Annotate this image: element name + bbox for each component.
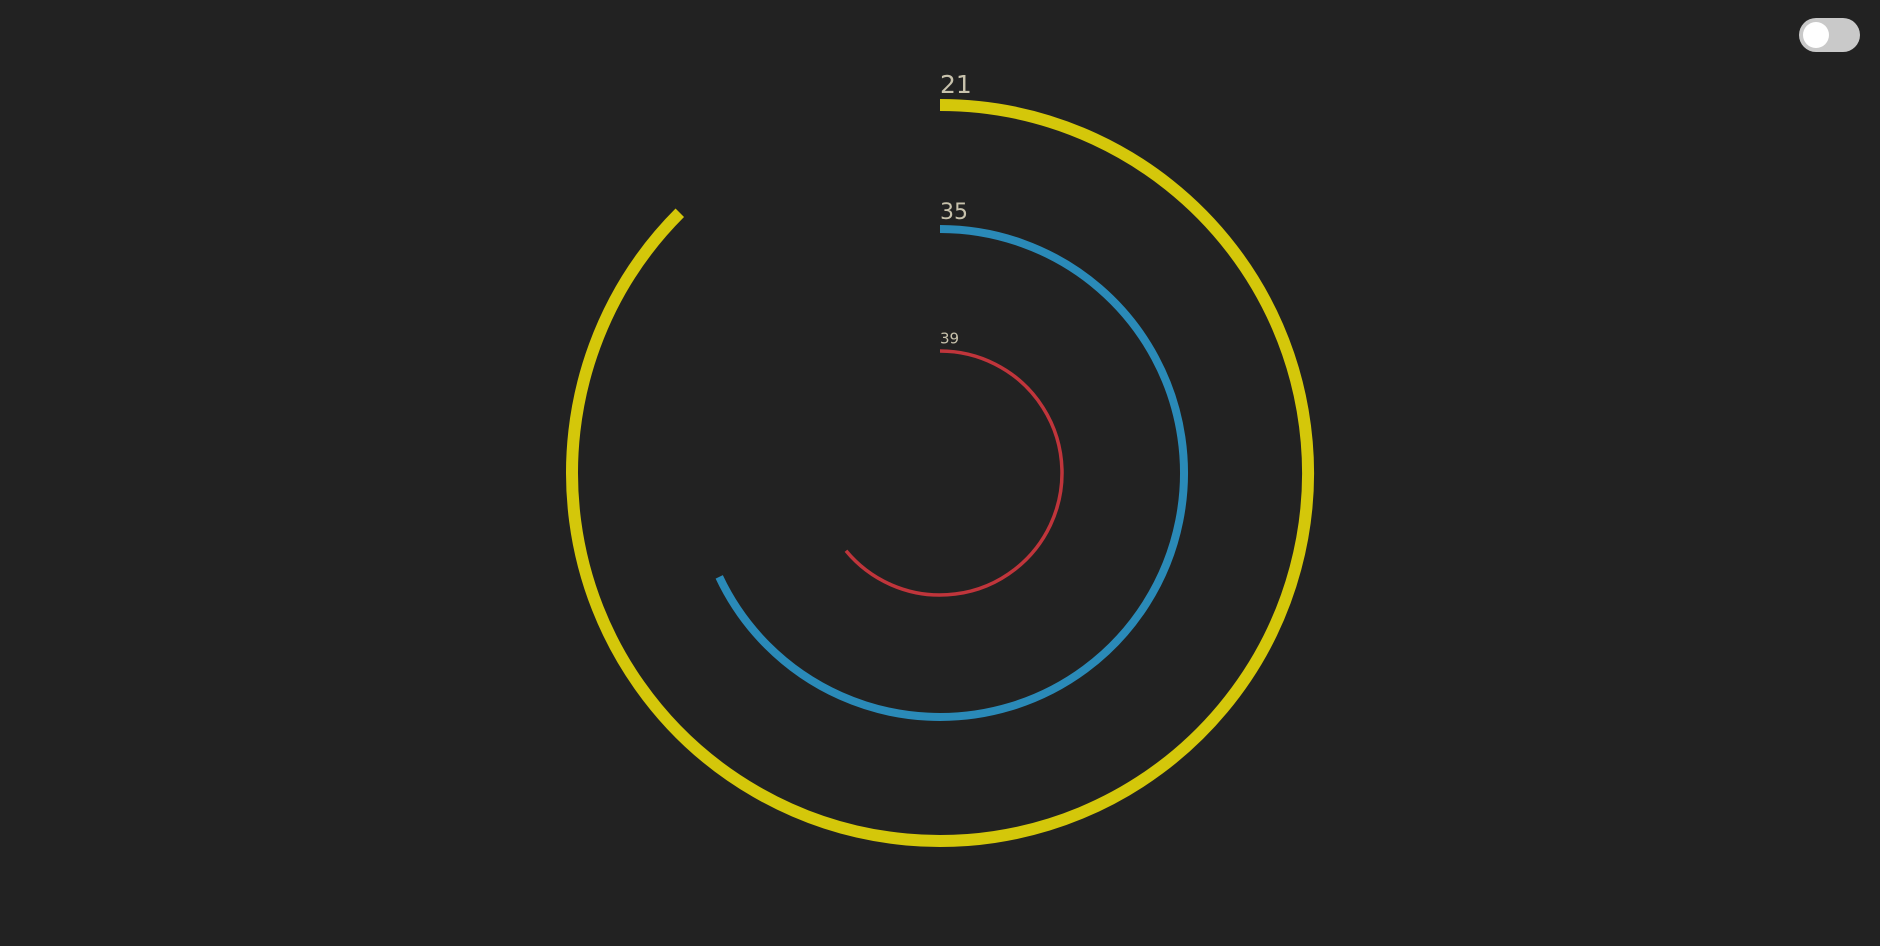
middle-ring-arc: [715, 225, 1188, 721]
inner-ring-arc: [844, 349, 1064, 597]
inner-ring-label: 39: [940, 329, 959, 347]
rings-group: 21 35 39: [566, 70, 1314, 847]
theme-toggle-switch[interactable]: [1799, 18, 1860, 52]
outer-ring-label: 21: [940, 70, 972, 99]
toggle-knob: [1803, 22, 1829, 48]
outer-ring-arc: [566, 99, 1314, 847]
middle-ring-label: 35: [940, 200, 968, 225]
